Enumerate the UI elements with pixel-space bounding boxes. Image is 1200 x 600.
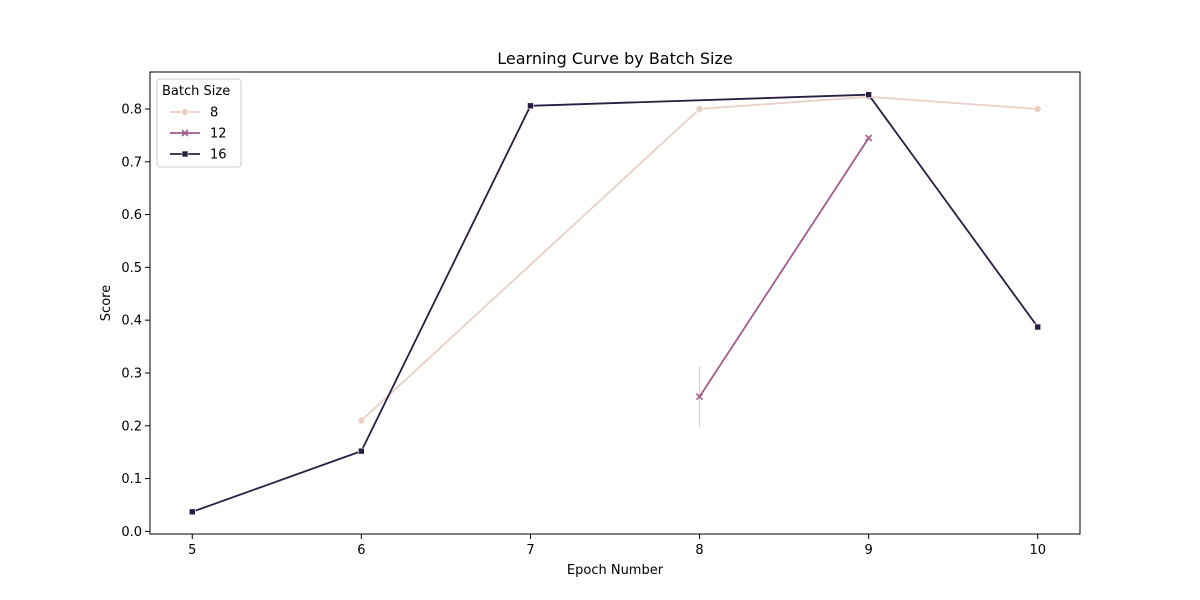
x-axis: 5 6 7 8 9 10 — [188, 534, 1046, 558]
legend-entry-8: 8 — [170, 106, 218, 121]
y-tick-label: 0.3 — [121, 366, 142, 381]
series-line-16 — [191, 93, 1039, 513]
data-point — [865, 134, 873, 142]
data-point — [188, 508, 196, 516]
data-point — [357, 416, 366, 425]
series-layer — [188, 91, 1042, 516]
y-tick-label: 0.2 — [121, 419, 142, 434]
y-tick-label: 0.7 — [121, 155, 142, 170]
y-tick-label: 0.1 — [121, 472, 142, 487]
y-tick-label: 0.6 — [121, 208, 142, 223]
legend: Batch Size 8 12 16 — [156, 78, 242, 168]
y-tick-label: 0.4 — [121, 314, 142, 329]
x-tick-label: 10 — [1029, 543, 1046, 558]
legend-entries: 8 12 16 — [170, 106, 227, 163]
legend-entry-12: 12 — [170, 127, 227, 142]
legend-label: 12 — [210, 127, 227, 142]
series-line-8 — [360, 95, 1038, 422]
legend-marker — [181, 108, 189, 116]
y-axis: 0.0 0.1 0.2 0.3 0.4 0.5 0.6 0.7 0.8 — [121, 102, 150, 540]
x-axis-label: Epoch Number — [567, 563, 664, 578]
data-point — [695, 393, 704, 401]
x-tick-label: 8 — [695, 543, 703, 558]
y-axis-label: Score — [99, 285, 114, 321]
y-tick-label: 0.5 — [121, 261, 142, 276]
x-tick-label: 6 — [357, 543, 365, 558]
legend-label: 16 — [210, 148, 227, 163]
plot-area — [149, 71, 1081, 535]
data-point — [1034, 323, 1042, 331]
data-point — [358, 447, 365, 455]
legend-entry-16: 16 — [170, 148, 227, 163]
legend-title: Batch Size — [162, 84, 230, 99]
legend-marker — [181, 129, 189, 137]
series-line-12 — [698, 137, 870, 398]
data-point — [1033, 105, 1042, 113]
x-tick-label: 9 — [864, 543, 872, 558]
y-tick-label: 0.8 — [121, 102, 142, 117]
x-tick-label: 5 — [188, 543, 196, 558]
legend-box — [156, 78, 242, 168]
data-point — [527, 102, 534, 110]
series-12 — [695, 134, 873, 427]
data-point — [865, 91, 872, 99]
legend-label: 8 — [210, 106, 218, 121]
legend-marker — [181, 150, 189, 158]
chart-title: Learning Curve by Batch Size — [497, 49, 732, 68]
series-16 — [188, 91, 1042, 516]
data-point — [695, 105, 704, 113]
x-tick-label: 7 — [526, 543, 534, 558]
y-tick-label: 0.0 — [121, 525, 142, 540]
